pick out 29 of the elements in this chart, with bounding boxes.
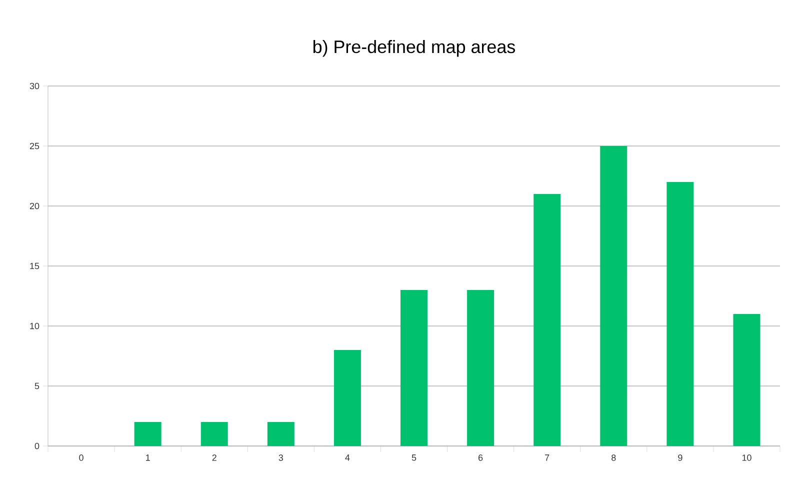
y-tick-label: 10 — [30, 322, 40, 330]
x-tick-label: 9 — [678, 454, 682, 461]
x-tick-label: 3 — [278, 454, 284, 461]
x-tick-label: 6 — [478, 454, 483, 461]
bar — [334, 350, 361, 446]
y-tick-label: 20 — [30, 202, 40, 210]
chart-title: b) Pre-defined map areas — [313, 40, 515, 57]
bar — [134, 422, 162, 446]
x-tick-label: 4 — [345, 454, 350, 461]
x-tick-label: 0 — [79, 454, 84, 461]
bar — [400, 290, 428, 446]
y-tick-label: 5 — [34, 382, 40, 390]
bar — [267, 422, 294, 446]
x-tick-label: 7 — [545, 454, 550, 461]
bar — [733, 314, 760, 446]
x-tick-label: 8 — [612, 454, 616, 461]
bar — [467, 290, 494, 446]
bar — [200, 422, 228, 446]
x-tick-label: 5 — [412, 454, 416, 461]
bar — [600, 146, 628, 446]
bar — [666, 182, 694, 446]
y-tick-label: 15 — [30, 262, 40, 270]
x-tick-label: 1 — [146, 454, 150, 461]
bar — [534, 194, 561, 446]
y-tick-label: 30 — [30, 82, 40, 90]
y-tick-label: 0 — [34, 442, 40, 450]
x-tick-label: 10 — [742, 454, 752, 461]
y-tick-label: 25 — [30, 142, 40, 150]
x-tick-label: 2 — [212, 454, 216, 461]
